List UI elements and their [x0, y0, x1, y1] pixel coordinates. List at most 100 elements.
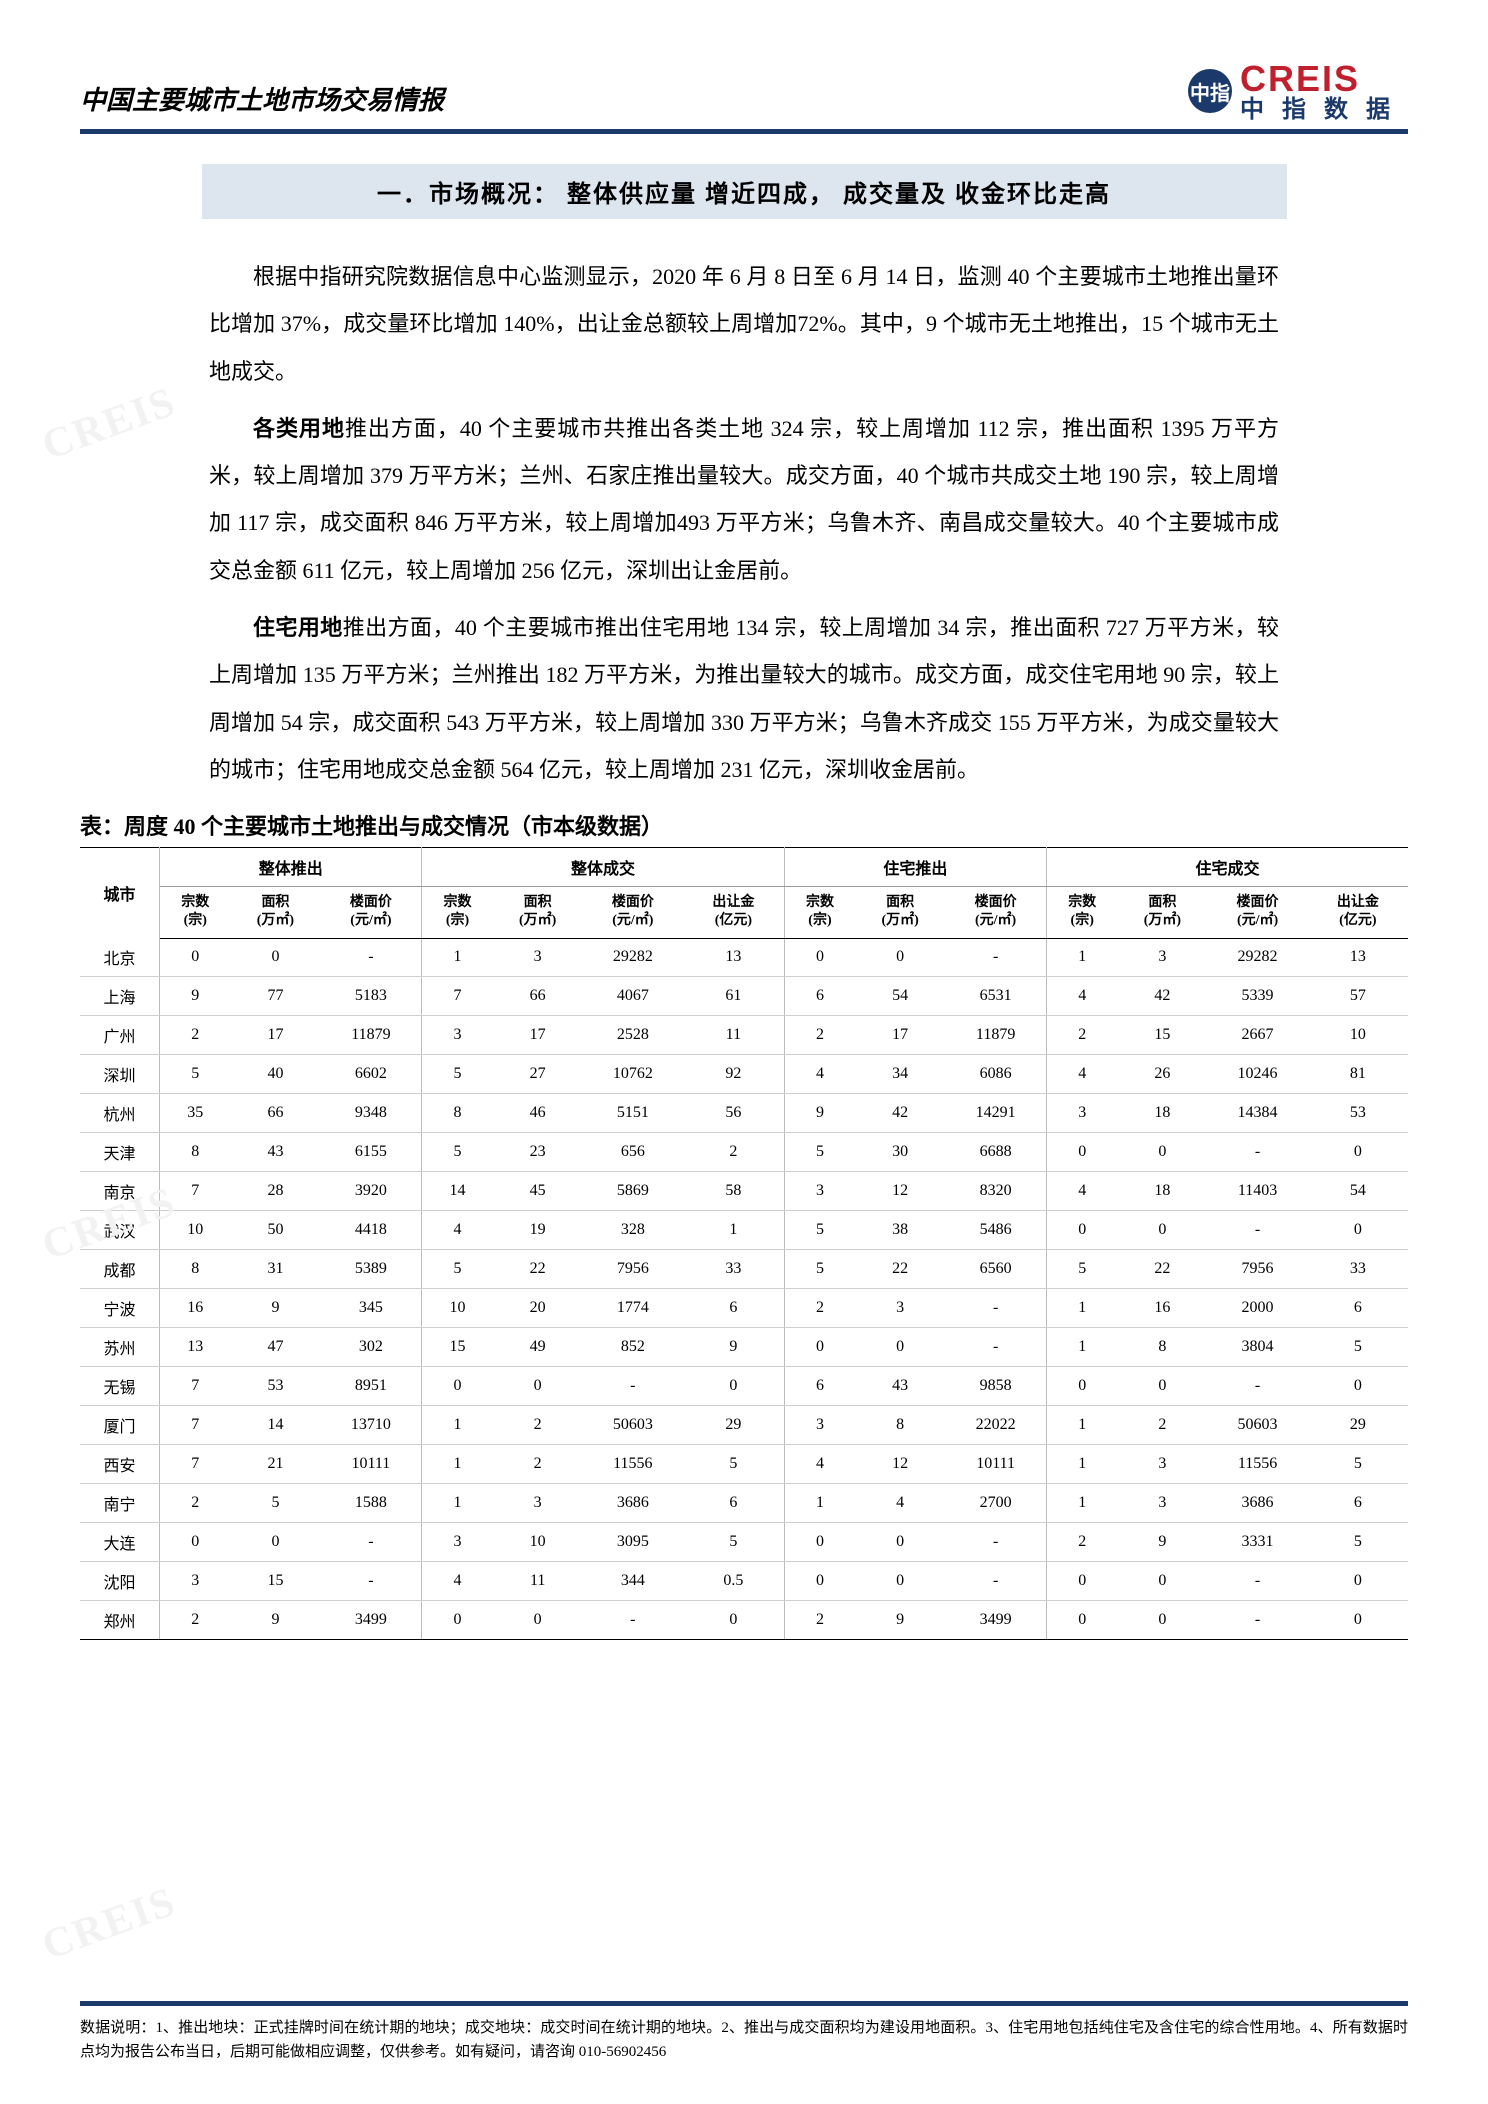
table-cell: 3: [160, 1562, 231, 1601]
table-cell: 22022: [945, 1406, 1046, 1445]
table-cell: 3: [422, 1523, 493, 1562]
table-cell: 5: [422, 1133, 493, 1172]
brand-logo: 中指 CREIS 中指数据: [1188, 60, 1408, 123]
table-cell: 11556: [583, 1445, 683, 1484]
sub-price: 楼面价(元/㎡): [1207, 887, 1307, 938]
table-cell: 30: [855, 1133, 945, 1172]
table-cell: 0: [1308, 1601, 1408, 1640]
table-cell: 33: [1308, 1250, 1408, 1289]
table-cell: 1: [683, 1211, 784, 1250]
logo-text-en: CREIS: [1240, 60, 1408, 98]
table-cell: 66: [493, 977, 583, 1016]
table-row: 宁波16934510201774623-11620006: [80, 1289, 1408, 1328]
table-cell: 0: [1047, 1562, 1118, 1601]
table-cell: 14291: [945, 1094, 1046, 1133]
table-cell: 2: [160, 1016, 231, 1055]
table-cell: 0: [855, 938, 945, 977]
table-cell: 17: [230, 1016, 320, 1055]
table-cell: 50: [230, 1211, 320, 1250]
paragraph-3: 住宅用地推出方面，40 个主要城市推出住宅用地 134 宗，较上周增加 34 宗…: [209, 604, 1279, 793]
table-cell: 18: [1117, 1094, 1207, 1133]
table-cell: 4: [422, 1211, 493, 1250]
table-cell: 9348: [320, 1094, 421, 1133]
table-cell: 9858: [945, 1367, 1046, 1406]
table-cell: 5: [784, 1250, 855, 1289]
table-cell: 10: [493, 1523, 583, 1562]
table-cell: 46: [493, 1094, 583, 1133]
table-cell: 5: [683, 1445, 784, 1484]
table-cell: 5: [160, 1055, 231, 1094]
logo-badge-icon: 中指: [1188, 69, 1232, 113]
table-cell: 4: [1047, 977, 1118, 1016]
table-cell: 10111: [320, 1445, 421, 1484]
table-cell: 3686: [583, 1484, 683, 1523]
table-row: 成都83153895227956335226560522795633: [80, 1250, 1408, 1289]
sub-count: 宗数(宗): [784, 887, 855, 938]
table-cell: 13: [160, 1328, 231, 1367]
table-cell: 5: [1308, 1328, 1408, 1367]
table-cell: -: [320, 1562, 421, 1601]
table-cell: 16: [160, 1289, 231, 1328]
table-cell: -: [320, 1523, 421, 1562]
table-cell: 大连: [80, 1523, 160, 1562]
table-cell: 6086: [945, 1055, 1046, 1094]
table-cell: 26: [1117, 1055, 1207, 1094]
table-cell: 13710: [320, 1406, 421, 1445]
page-footer: 数据说明：1、推出地块：正式挂牌时间在统计期的地块；成交地块：成交时间在统计期的…: [80, 2001, 1408, 2064]
sub-area: 面积(万㎡): [855, 887, 945, 938]
group-res-launch: 住宅推出: [784, 848, 1046, 887]
table-cell: 11: [493, 1562, 583, 1601]
report-title: 中国主要城市土地市场交易情报: [80, 80, 444, 123]
table-cell: -: [1207, 1367, 1307, 1406]
table-cell: 3: [1047, 1094, 1118, 1133]
table-cell: 4: [422, 1562, 493, 1601]
table-cell: 7: [160, 1406, 231, 1445]
table-cell: 10111: [945, 1445, 1046, 1484]
table-row: 天津84361555236562530668800-0: [80, 1133, 1408, 1172]
table-cell: 10: [422, 1289, 493, 1328]
body-content: 根据中指研究院数据信息中心监测显示，2020 年 6 月 8 日至 6 月 14…: [209, 253, 1279, 793]
table-row: 苏州13473021549852900-1838045: [80, 1328, 1408, 1367]
group-res-deal: 住宅成交: [1047, 848, 1408, 887]
table-cell: 苏州: [80, 1328, 160, 1367]
header-underline: [80, 129, 1408, 134]
table-cell: 345: [320, 1289, 421, 1328]
table-cell: 54: [1308, 1172, 1408, 1211]
table-cell: 852: [583, 1328, 683, 1367]
table-cell: 35: [160, 1094, 231, 1133]
table-cell: 9: [784, 1094, 855, 1133]
table-cell: 0: [683, 1601, 784, 1640]
table-cell: 0: [230, 938, 320, 977]
table-cell: 11879: [320, 1016, 421, 1055]
table-cell: 3: [493, 938, 583, 977]
table-cell: 0: [1117, 1211, 1207, 1250]
table-cell: 57: [1308, 977, 1408, 1016]
table-cell: 0: [1117, 1601, 1207, 1640]
logo-text-cn: 中指数据: [1240, 98, 1408, 123]
table-cell: 0: [784, 1328, 855, 1367]
table-cell: 5486: [945, 1211, 1046, 1250]
table-cell: 6560: [945, 1250, 1046, 1289]
table-cell: 北京: [80, 938, 160, 977]
table-cell: 3: [422, 1016, 493, 1055]
table-cell: 3499: [320, 1601, 421, 1640]
table-cell: -: [583, 1601, 683, 1640]
table-cell: 4418: [320, 1211, 421, 1250]
table-cell: -: [583, 1367, 683, 1406]
table-cell: 0: [1047, 1133, 1118, 1172]
table-cell: 17: [855, 1016, 945, 1055]
table-cell: 656: [583, 1133, 683, 1172]
table-cell: 344: [583, 1562, 683, 1601]
table-cell: 16: [1117, 1289, 1207, 1328]
table-cell: 49: [493, 1328, 583, 1367]
table-cell: 81: [1308, 1055, 1408, 1094]
table-cell: 2528: [583, 1016, 683, 1055]
sub-area: 面积(万㎡): [1117, 887, 1207, 938]
table-row: 无锡753895100-0643985800-0: [80, 1367, 1408, 1406]
table-cell: 11403: [1207, 1172, 1307, 1211]
table-cell: -: [1207, 1562, 1307, 1601]
table-cell: 1: [1047, 1328, 1118, 1367]
table-cell: 0: [422, 1367, 493, 1406]
footer-divider: [80, 2001, 1408, 2006]
table-cell: 1: [422, 1484, 493, 1523]
